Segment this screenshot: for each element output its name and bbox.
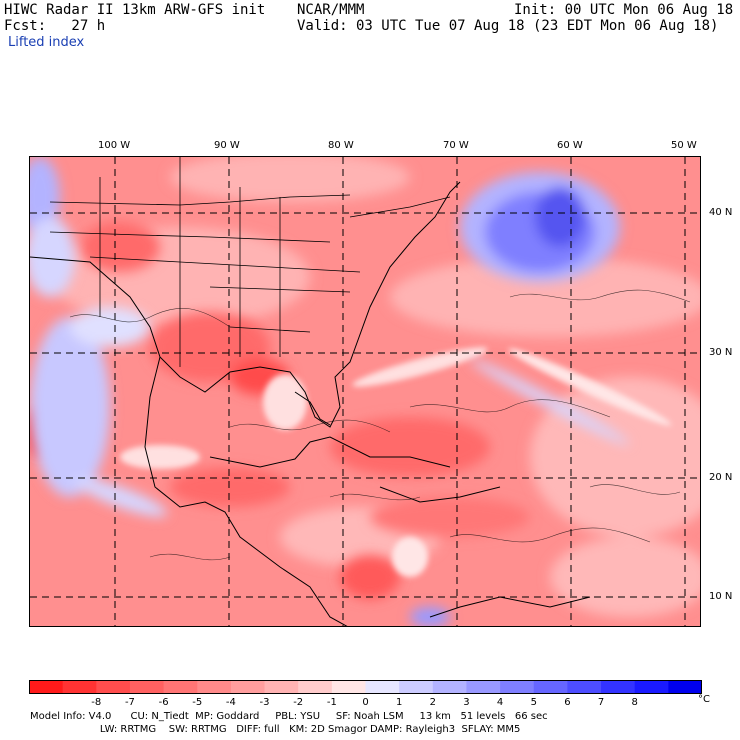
colorbar-tick-label: -7: [124, 697, 135, 708]
model-info-line2: LW: RRTMG SW: RRTMG DIFF: full KM: 2D Sm…: [30, 724, 521, 735]
colorbar-swatch: [331, 680, 366, 694]
colorbar-border: [29, 680, 702, 694]
colorbar-tick-label: -2: [293, 697, 304, 708]
forecast-hour: Fcst: 27 h: [4, 18, 106, 34]
colorbar-tick-label: 5: [530, 697, 537, 708]
lon-label-100w: 100 W: [98, 140, 131, 151]
colorbar-tick-label: -5: [192, 697, 203, 708]
lifted-index-map: [29, 156, 701, 627]
colorbar-swatch: [62, 680, 97, 694]
valid-time: Valid: 03 UTC Tue 07 Aug 18 (23 EDT Mon …: [297, 18, 719, 34]
colorbar-tick-label: 3: [463, 697, 470, 708]
colorbar-tick-label: -4: [225, 697, 236, 708]
colorbar-swatch: [634, 680, 669, 694]
colorbar-swatch: [432, 680, 467, 694]
colorbar-tick-label: 1: [395, 697, 403, 708]
lat-label-20n: 20 N: [709, 472, 733, 483]
colorbar-tick-label: -3: [259, 697, 270, 708]
colorbar-swatch: [365, 680, 400, 694]
colorbar: [29, 680, 702, 694]
colorbar-swatch: [96, 680, 131, 694]
colorbar-swatch: [264, 680, 299, 694]
lon-label-70w: 70 W: [443, 140, 469, 151]
lat-label-30n: 30 N: [709, 347, 733, 358]
colorbar-swatch: [129, 680, 165, 694]
lon-label-80w: 80 W: [328, 140, 354, 151]
lat-lon-grid: [30, 157, 700, 626]
colorbar-tick-label: 7: [597, 697, 605, 708]
field-name: Lifted index: [8, 35, 85, 50]
colorbar-swatch: [500, 680, 535, 694]
lon-label-50w: 50 W: [671, 140, 697, 151]
colorbar-tick-label: -6: [158, 697, 169, 708]
contour-lines: [69, 289, 691, 561]
model-title: HIWC Radar II 13km ARW-GFS init: [4, 2, 266, 18]
lat-label-40n: 40 N: [709, 207, 733, 218]
colorbar-unit: °C: [698, 694, 710, 705]
init-time: Init: 00 UTC Mon 06 Aug 18: [514, 2, 734, 18]
colorbar-swatch: [533, 680, 568, 694]
colorbar-tick-label: 2: [429, 697, 436, 708]
stable-regions: [30, 157, 630, 626]
pale-regions: [120, 347, 672, 577]
colorbar-tick-label: 8: [631, 697, 638, 708]
colorbar-swatch: [668, 680, 702, 694]
model-info-line1: Model Info: V4.0 CU: N_Tiedt MP: Goddard…: [30, 711, 548, 722]
colorbar-swatch: [197, 680, 232, 694]
colorbar-swatch: [298, 680, 333, 694]
colorbar-swatch: [163, 680, 198, 694]
state-borders: [49, 157, 451, 367]
colorbar-tick-label: 6: [564, 697, 571, 708]
colorbar-swatch: [601, 680, 636, 694]
lat-label-10n: 10 N: [709, 591, 733, 602]
colorbar-tick-label: 0: [362, 697, 369, 708]
colorbar-swatch: [466, 680, 501, 694]
colorbar-tick-label: -1: [326, 697, 337, 708]
center-label: NCAR/MMM: [297, 2, 365, 18]
colorbar-tick-label: 4: [496, 697, 504, 708]
lon-label-60w: 60 W: [557, 140, 583, 151]
colorbar-swatch: [29, 680, 64, 694]
lon-label-90w: 90 W: [214, 140, 240, 151]
colorbar-swatch: [567, 680, 602, 694]
colorbar-swatch: [399, 680, 434, 694]
colorbar-tick-label: -8: [91, 697, 102, 708]
colorbar-swatch: [230, 680, 266, 694]
